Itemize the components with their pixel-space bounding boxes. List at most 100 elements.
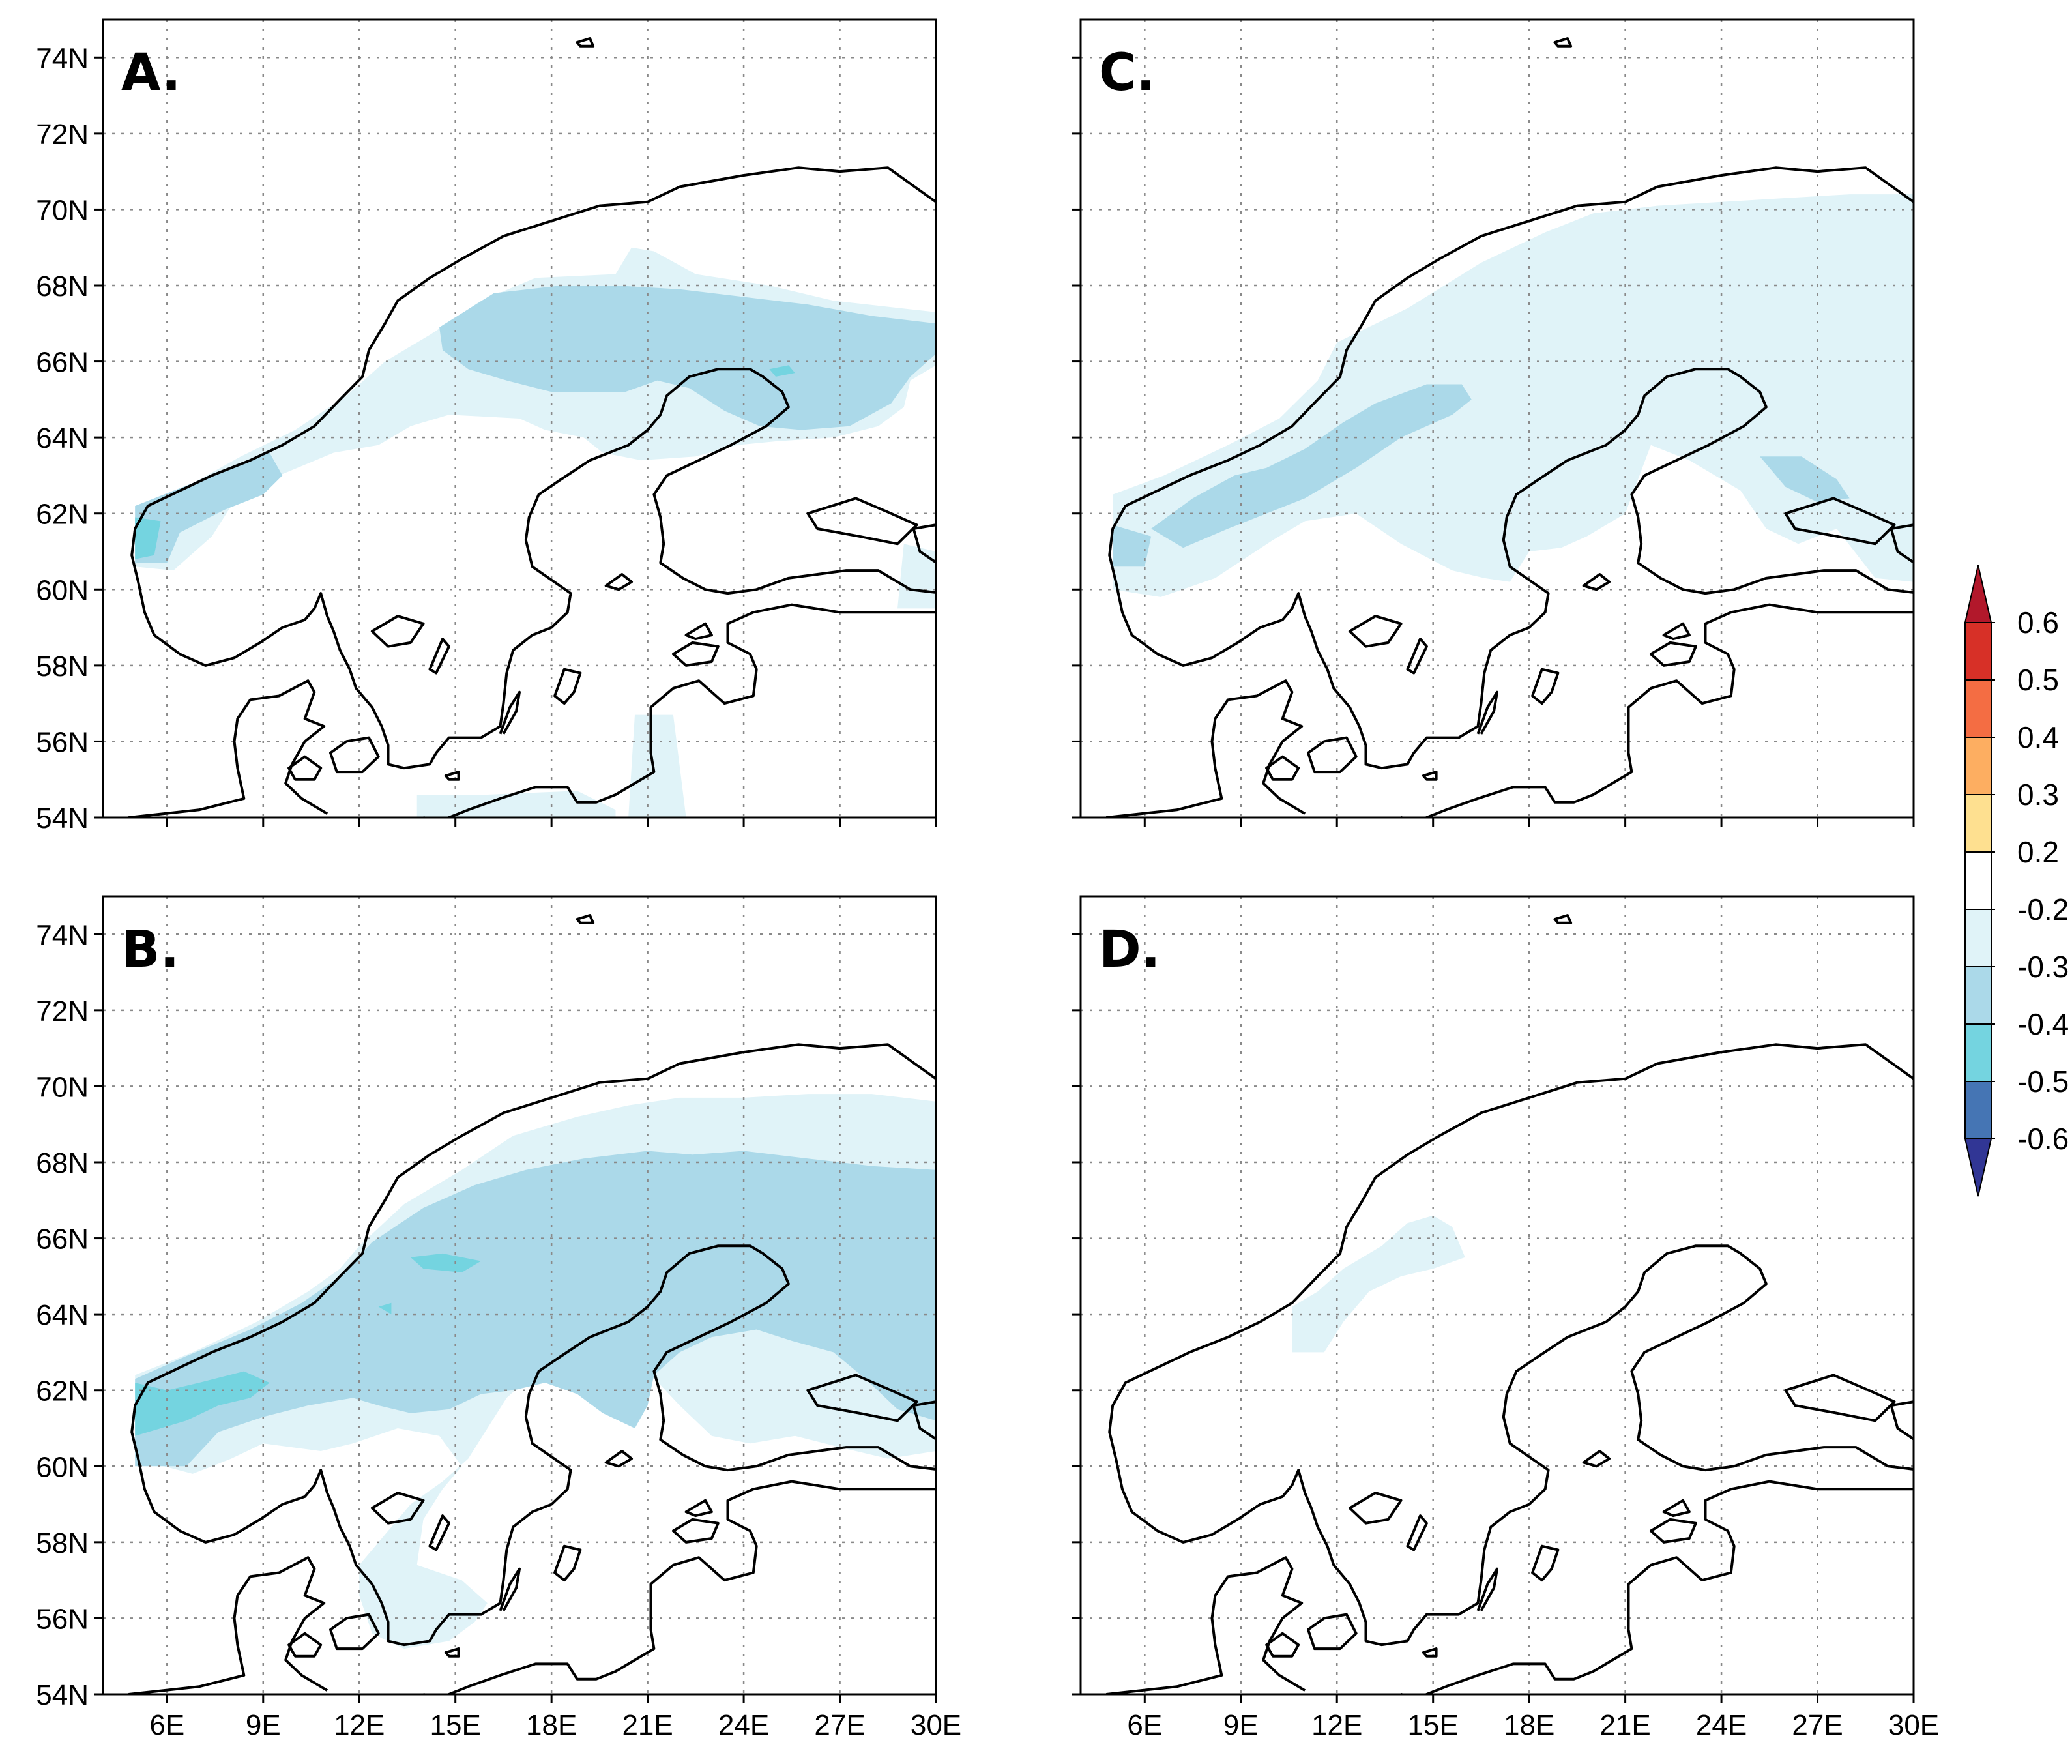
- coastline-oland: [1476, 690, 1498, 735]
- colorbar-swatch: [1964, 966, 1992, 1025]
- coastline-aland: [1582, 573, 1611, 591]
- coastline-zealand: [329, 736, 380, 774]
- lat-tick-label: 64N: [36, 422, 89, 454]
- colorbar-label: 0.4: [2017, 720, 2059, 754]
- coastlines: [128, 37, 936, 817]
- lat-tick-label: 72N: [36, 995, 89, 1027]
- coastline-aland: [604, 573, 633, 591]
- coastline-scandinavia: [130, 1043, 936, 1647]
- colorbar-swatch: [1964, 622, 1992, 681]
- coastline-saaremaa: [671, 641, 720, 667]
- panel-b: 6E 9E 12E 15E 18E 21E 24E 27E 30E 54N 56N 58N 60N 62N…: [36, 895, 961, 1741]
- panel-label: B.: [121, 920, 179, 979]
- coastline-bearisland: [1553, 914, 1573, 924]
- lon-tick-label: 18E: [1504, 1709, 1554, 1741]
- coastline-bornholm: [444, 771, 460, 781]
- coastline-saaremaa: [1649, 641, 1697, 667]
- lon-tick-label: 21E: [622, 1709, 673, 1741]
- coastline-zealand: [1307, 736, 1358, 774]
- colorbar-label: 0.6: [2017, 606, 2059, 639]
- coastline-hiiumaa: [1662, 1499, 1691, 1518]
- shading-layer: [1113, 194, 1914, 597]
- coastline-lakes: [806, 1374, 918, 1422]
- coastline-gotland: [553, 1544, 582, 1582]
- coastlines: [1106, 37, 1914, 817]
- coastlines: [1106, 914, 1914, 1694]
- lon-tick-label: 15E: [430, 1709, 481, 1741]
- lat-tick-label: 56N: [36, 1603, 89, 1635]
- shaded-area: [439, 286, 936, 430]
- coastlines: [128, 914, 936, 1694]
- colorbar-swatch: [1964, 737, 1992, 795]
- coastline-aland: [604, 1450, 633, 1468]
- colorbar-label: -0.3: [2017, 950, 2069, 984]
- coastline-baltics: [423, 603, 936, 817]
- colorbar-label: -0.4: [2017, 1007, 2069, 1041]
- lat-tick-label: 70N: [36, 194, 89, 226]
- lon-tick-label: 12E: [334, 1709, 385, 1741]
- lat-tick-label: 66N: [36, 1224, 89, 1256]
- colorbar-swatch: [1964, 679, 1992, 738]
- lon-tick-label: 30E: [1888, 1709, 1939, 1741]
- coastline-gotland: [1531, 1544, 1560, 1582]
- lat-tick-label: 58N: [36, 651, 89, 683]
- coastline-bornholm: [444, 1647, 460, 1658]
- gridlines: [103, 20, 936, 817]
- lon-tick-label: 18E: [526, 1709, 577, 1741]
- panel-frame: [102, 895, 937, 1696]
- lat-tick-label: 62N: [36, 1375, 89, 1407]
- colorbar-extend-min: [1964, 1138, 1992, 1197]
- shaded-area: [769, 365, 795, 377]
- shaded-area: [410, 1253, 481, 1272]
- lat-tick-label: 62N: [36, 499, 89, 531]
- colorbar-extend-max: [1964, 565, 1992, 623]
- lon-tick-label: 6E: [149, 1709, 184, 1741]
- coastline-funen: [287, 755, 323, 781]
- coastline-oland: [499, 1567, 521, 1611]
- colorbar-swatch: [1964, 909, 1992, 967]
- colorbar-swatch: [1964, 1081, 1992, 1139]
- shaded-area: [1113, 194, 1914, 597]
- lon-tick-label: 30E: [911, 1709, 961, 1741]
- colorbar-swatch: [1964, 851, 1992, 910]
- coastline-gotland: [1531, 668, 1560, 705]
- shaded-area: [135, 452, 283, 563]
- coastline-lakes: [1784, 497, 1896, 546]
- lon-tick-label: 27E: [1792, 1709, 1843, 1741]
- coastline-ladoga: [912, 523, 936, 565]
- lon-tick-label: 9E: [1223, 1709, 1259, 1741]
- lat-tick-label: 60N: [36, 574, 89, 606]
- coastline-vattern: [428, 638, 450, 675]
- coastline-vanern: [370, 1492, 425, 1525]
- colorbar-swatch: [1964, 794, 1992, 853]
- panel-label: D.: [1099, 920, 1160, 979]
- coastline-zealand: [329, 1613, 380, 1651]
- coastline-funen: [1265, 1632, 1300, 1658]
- coastline-zealand: [1307, 1613, 1358, 1651]
- shaded-area: [135, 1151, 936, 1467]
- coastline-saaremaa: [1649, 1518, 1697, 1544]
- lon-tick-label: 27E: [814, 1709, 865, 1741]
- coastline-scandinavia: [130, 166, 936, 770]
- coastline-funen: [287, 1632, 323, 1658]
- shaded-area: [378, 1302, 392, 1315]
- coastline-scandinavia: [1108, 166, 1914, 770]
- coastline-baltics: [1401, 1480, 1914, 1694]
- lat-tick-label: 74N: [36, 919, 89, 951]
- lat-tick-label: 54N: [36, 802, 89, 834]
- colorbar-label: -0.5: [2017, 1065, 2069, 1098]
- lon-tick-label: 12E: [1311, 1709, 1362, 1741]
- shaded-area: [1151, 384, 1472, 548]
- shaded-area: [897, 544, 936, 609]
- coastline-scandinavia: [1108, 1043, 1914, 1647]
- lat-tick-label: 72N: [36, 119, 89, 151]
- coastline-ladoga: [1890, 1400, 1914, 1441]
- coastline-baltics: [423, 1480, 936, 1694]
- lon-tick-label: 21E: [1599, 1709, 1650, 1741]
- lat-tick-label: 68N: [36, 1147, 89, 1179]
- shaded-area: [628, 714, 686, 817]
- coastline-vattern: [428, 1514, 450, 1551]
- coastline-funen: [1265, 755, 1300, 781]
- coastline-vattern: [1406, 1514, 1428, 1551]
